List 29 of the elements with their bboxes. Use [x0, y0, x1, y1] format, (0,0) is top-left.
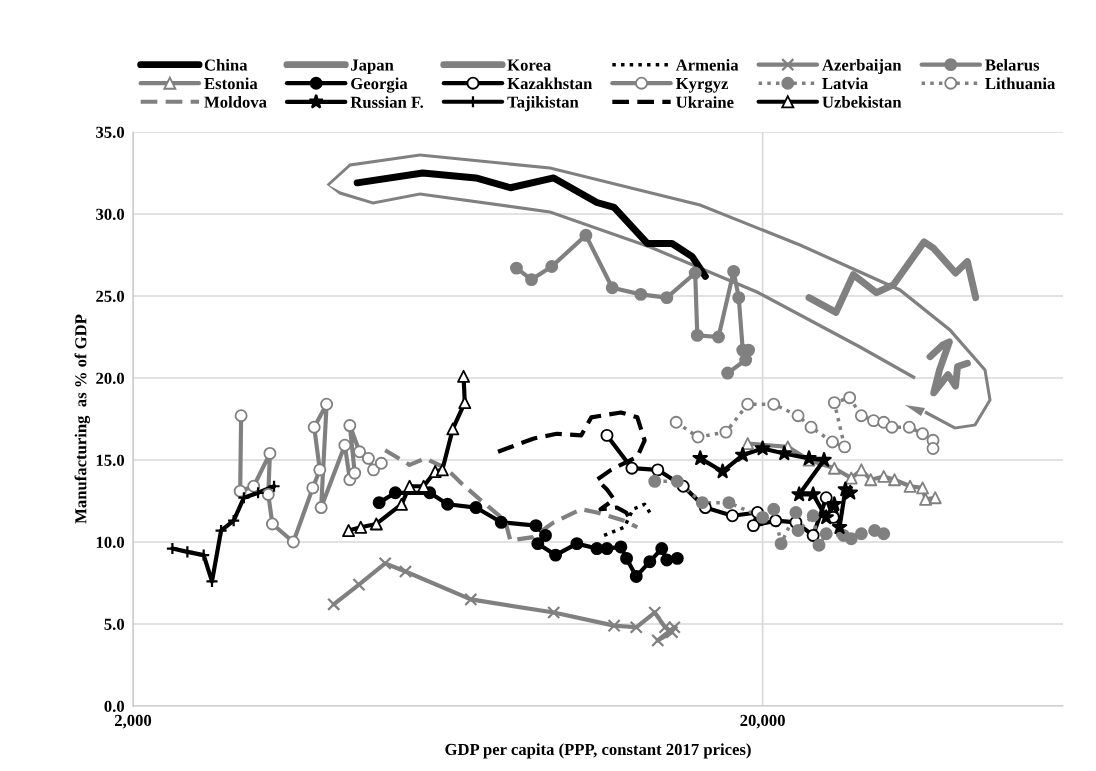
legend-label: Georgia	[351, 77, 408, 93]
y-tick-label: 10.0	[96, 536, 125, 549]
y-tick-label: 5.0	[104, 618, 125, 631]
legend-label: Russian F.	[350, 96, 424, 108]
legend-label: Azerbaijan	[822, 58, 902, 75]
x-tick-label: 2,000	[114, 714, 152, 729]
legend-label: Moldova	[204, 96, 267, 108]
legend-label: Japan	[351, 59, 394, 75]
legend-label: Armenia	[675, 58, 739, 71]
y-tick-label: 0.0	[104, 700, 125, 713]
y-tick-label: 35.0	[96, 126, 125, 139]
legend-label: Uzbekistan	[822, 96, 902, 108]
y-axis-title: Manufacturing as % of GDP	[74, 314, 90, 524]
legend-label: Kazakhstan	[507, 77, 593, 90]
legend-label: Estonia	[204, 77, 258, 90]
x-axis-title: GDP per capita (PPP, constant 2017 prices)	[445, 743, 751, 759]
y-tick-label: 25.0	[96, 290, 125, 303]
y-tick-label: 15.0	[96, 454, 125, 467]
legend-label: Ukraine	[676, 96, 734, 108]
legend-label: Lithuania	[985, 77, 1056, 90]
legend-label: Belarus	[985, 58, 1040, 71]
legend-label: Korea	[507, 59, 552, 71]
x-tick-label: 20,000	[740, 714, 785, 729]
legend-label: Tajikistan	[507, 96, 579, 112]
y-tick-label: 20.0	[96, 372, 125, 385]
legend-label: Latvia	[822, 77, 868, 90]
legend-label: China	[204, 58, 248, 71]
y-tick-label: 30.0	[96, 208, 125, 221]
legend-label: Kyrgyz	[675, 78, 729, 93]
